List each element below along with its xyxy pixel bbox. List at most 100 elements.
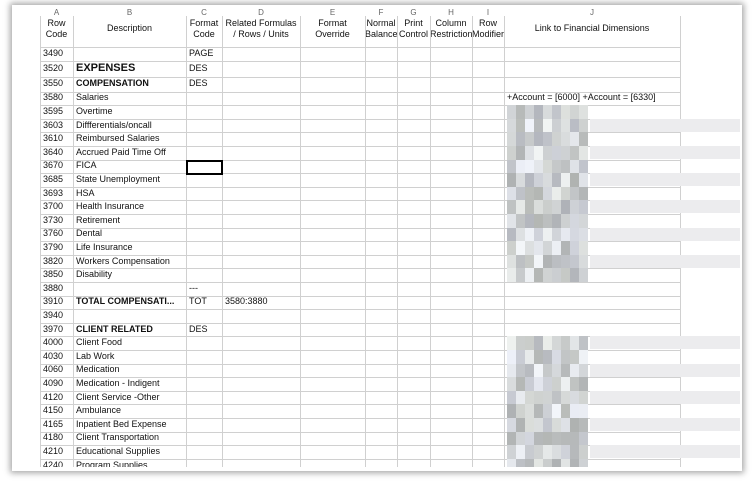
redacted-block <box>516 445 525 460</box>
redacted-block <box>552 173 561 188</box>
redacted-block <box>552 200 561 215</box>
cell-format: PAGE <box>189 47 214 58</box>
column-header: Override <box>315 29 350 39</box>
redacted-block <box>516 336 525 351</box>
column-header: Link to Financial Dimensions <box>534 23 650 33</box>
cell-link: +Account = [6000] +Account = [6330] <box>507 92 656 103</box>
redacted-block <box>507 268 516 283</box>
redacted-block <box>507 363 516 378</box>
cell-description: TOTAL COMPENSATI... <box>76 296 175 307</box>
cell-code: 3790 <box>43 242 64 252</box>
cell-format: DES <box>189 323 208 334</box>
redacted-block <box>543 105 552 120</box>
cell-description: Salaries <box>76 92 109 103</box>
redacted-block <box>561 377 570 392</box>
redacted-block <box>516 146 525 160</box>
redacted-block <box>579 254 588 269</box>
cell-description: Overtime <box>76 106 113 116</box>
cell-description: CLIENT RELATED <box>76 323 153 334</box>
redacted-block <box>561 146 570 160</box>
redacted-block <box>507 431 516 446</box>
redacted-block <box>525 336 534 351</box>
cell-description: Client Food <box>76 337 123 348</box>
cell-format: DES <box>189 78 208 89</box>
redacted-block <box>579 418 588 432</box>
redacted-block <box>534 363 543 378</box>
redacted-block <box>579 336 588 351</box>
column-header: Format <box>318 18 347 28</box>
grid-line <box>40 159 680 161</box>
redacted-block <box>570 418 579 432</box>
cell-code: 3910 <box>43 296 64 307</box>
redacted-block <box>534 118 543 133</box>
redacted-block <box>552 363 561 378</box>
redacted-block <box>525 404 534 419</box>
selected-cell[interactable] <box>186 159 223 175</box>
redacted-block <box>561 159 570 174</box>
redacted-block <box>525 227 534 242</box>
column-header: / Rows / Units <box>233 29 289 39</box>
redacted-block <box>534 445 543 460</box>
cell-code: 3685 <box>43 174 64 184</box>
redacted-block <box>543 336 552 351</box>
redacted-block <box>561 268 570 283</box>
redacted-block <box>516 186 525 201</box>
redacted-block <box>516 254 525 269</box>
column-header: Code <box>45 29 68 39</box>
grid-line <box>40 309 680 311</box>
redacted-band <box>590 118 740 132</box>
redacted-block <box>543 445 552 460</box>
redacted-block <box>525 105 534 120</box>
redacted-block <box>507 159 516 174</box>
redacted-block <box>552 146 561 160</box>
grid-line <box>40 173 680 175</box>
cell-format: DES <box>189 62 208 73</box>
redacted-block <box>507 254 516 269</box>
redacted-block <box>561 105 570 120</box>
column-header: Column <box>435 18 467 28</box>
redacted-block <box>552 227 561 242</box>
redacted-block <box>552 418 561 432</box>
cell-description: State Unemployment <box>76 174 161 184</box>
redacted-block <box>579 146 588 160</box>
redacted-block <box>525 390 534 405</box>
cell-code: 3610 <box>43 133 64 144</box>
redacted-block <box>561 404 570 419</box>
redacted-block <box>543 377 552 392</box>
cell-code: 4000 <box>43 337 64 348</box>
redacted-block <box>579 227 588 242</box>
redacted-block <box>507 350 516 364</box>
redacted-block <box>534 227 543 242</box>
cell-code: 3970 <box>43 323 64 334</box>
grid-line <box>40 186 680 188</box>
redacted-block <box>525 186 534 201</box>
redacted-block <box>525 458 534 467</box>
cell-description: Life Insurance <box>76 242 133 252</box>
redacted-block <box>534 336 543 351</box>
redacted-block <box>507 227 516 242</box>
redacted-block <box>534 214 543 228</box>
cell-description: Client Transportation <box>76 432 160 443</box>
redacted-block <box>552 350 561 364</box>
redacted-block <box>579 458 588 467</box>
redacted-block <box>534 268 543 283</box>
redacted-block <box>507 105 516 120</box>
cell-code: 4150 <box>43 405 64 416</box>
redacted-block <box>543 404 552 419</box>
redacted-block <box>525 214 534 228</box>
redacted-block <box>543 241 552 256</box>
redacted-block <box>534 350 543 364</box>
grid-line <box>40 200 680 202</box>
redacted-block <box>552 186 561 201</box>
redacted-block <box>570 404 579 419</box>
redacted-band <box>590 445 740 459</box>
redacted-block <box>534 458 543 467</box>
grid-line <box>40 268 680 270</box>
grid-line <box>40 295 680 297</box>
redacted-block <box>543 268 552 283</box>
redacted-block <box>543 159 552 174</box>
redacted-block <box>516 227 525 242</box>
cell-code: 3730 <box>43 214 64 225</box>
cell-code: 4165 <box>43 418 64 429</box>
